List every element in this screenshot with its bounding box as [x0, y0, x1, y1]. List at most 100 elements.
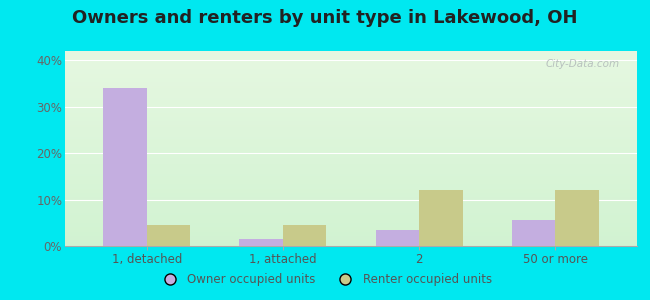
Bar — [65, 123, 637, 125]
Bar — [65, 215, 637, 217]
Bar — [65, 72, 637, 74]
Bar — [65, 76, 637, 78]
Bar — [65, 115, 637, 117]
Bar — [283, 225, 326, 246]
Bar — [65, 55, 637, 57]
Bar — [65, 213, 637, 215]
Bar — [65, 168, 637, 170]
Bar — [65, 59, 637, 61]
Bar — [65, 190, 637, 191]
Bar — [65, 117, 637, 119]
Bar — [65, 224, 637, 226]
Bar — [65, 111, 637, 113]
Bar — [65, 201, 637, 203]
Bar — [65, 209, 637, 211]
Bar — [65, 229, 637, 230]
Bar — [65, 236, 637, 238]
Bar — [65, 162, 637, 164]
Bar — [65, 119, 637, 121]
Bar — [419, 190, 463, 246]
Bar — [239, 239, 283, 246]
Bar — [65, 137, 637, 139]
Bar — [65, 82, 637, 84]
Bar — [65, 147, 637, 148]
Bar — [65, 184, 637, 185]
Bar — [65, 205, 637, 207]
Bar — [65, 106, 637, 107]
Bar — [65, 219, 637, 220]
Bar — [65, 195, 637, 197]
Bar — [65, 217, 637, 219]
Bar — [65, 96, 637, 98]
Bar — [65, 170, 637, 172]
Bar — [65, 172, 637, 174]
Bar — [65, 148, 637, 150]
Bar — [65, 164, 637, 166]
Bar — [65, 150, 637, 152]
Bar — [65, 154, 637, 156]
Bar — [65, 127, 637, 129]
Bar — [65, 199, 637, 201]
Bar — [65, 51, 637, 53]
Bar — [65, 133, 637, 135]
Bar — [65, 84, 637, 86]
Bar — [65, 139, 637, 141]
Bar — [65, 104, 637, 106]
Bar — [65, 53, 637, 55]
Bar — [65, 67, 637, 68]
Bar — [65, 113, 637, 115]
Bar — [555, 190, 599, 246]
Bar — [65, 152, 637, 154]
Bar — [65, 244, 637, 246]
Bar — [65, 63, 637, 64]
Bar — [65, 86, 637, 88]
Bar — [65, 178, 637, 180]
Bar — [65, 242, 637, 244]
Bar — [65, 94, 637, 96]
Bar — [65, 193, 637, 195]
Bar — [65, 180, 637, 182]
Bar — [376, 230, 419, 246]
Bar — [65, 160, 637, 162]
Bar — [65, 174, 637, 176]
Bar — [65, 191, 637, 193]
Bar — [65, 61, 637, 63]
Bar — [65, 197, 637, 199]
Bar — [65, 220, 637, 223]
Bar — [65, 226, 637, 229]
Bar — [65, 240, 637, 242]
Bar — [65, 238, 637, 240]
Bar — [65, 234, 637, 236]
Bar — [65, 98, 637, 100]
Bar — [512, 220, 555, 246]
Text: Owners and renters by unit type in Lakewood, OH: Owners and renters by unit type in Lakew… — [72, 9, 578, 27]
Bar — [65, 141, 637, 142]
Bar — [65, 108, 637, 109]
Bar — [65, 102, 637, 103]
Bar — [65, 92, 637, 94]
Bar — [65, 135, 637, 137]
Bar — [65, 70, 637, 72]
Legend: Owner occupied units, Renter occupied units: Owner occupied units, Renter occupied un… — [153, 269, 497, 291]
Bar — [65, 232, 637, 234]
Bar — [65, 129, 637, 131]
Bar — [65, 100, 637, 102]
Bar — [65, 110, 637, 111]
Bar — [65, 176, 637, 178]
Bar — [65, 188, 637, 190]
Bar — [65, 223, 637, 224]
Bar — [65, 156, 637, 158]
Bar — [65, 142, 637, 145]
Bar — [65, 121, 637, 123]
Bar — [65, 182, 637, 184]
Bar — [65, 166, 637, 168]
Bar — [65, 230, 637, 232]
Bar — [65, 145, 637, 146]
Bar — [65, 64, 637, 67]
Bar — [147, 225, 190, 246]
Bar — [65, 211, 637, 213]
Bar — [65, 185, 637, 188]
Bar — [65, 90, 637, 92]
Text: City-Data.com: City-Data.com — [546, 59, 620, 69]
Bar — [65, 57, 637, 59]
